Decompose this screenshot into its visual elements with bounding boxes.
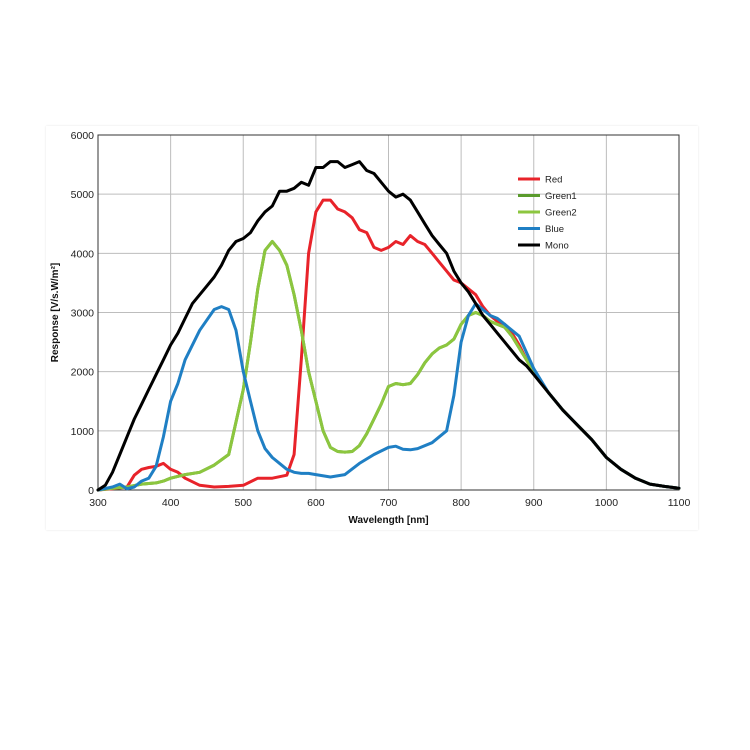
series-line-green2 — [96, 240, 681, 492]
legend-label-blue: Blue — [545, 224, 564, 235]
grid — [97, 134, 680, 491]
x-tick-label: 1100 — [668, 497, 691, 509]
y-tick-label: 0 — [88, 485, 94, 497]
x-tick-label: 600 — [307, 497, 325, 509]
y-tick-label: 5000 — [71, 189, 95, 201]
x-tick-label: 1000 — [595, 497, 619, 509]
series-line-mono — [96, 160, 681, 492]
legend: Red Green1 Green2 Blue Mono — [518, 175, 577, 252]
y-axis-title: Response [V/s.W/m²] — [50, 263, 61, 362]
series-line-blue — [96, 302, 681, 492]
y-tick-label: 1000 — [71, 426, 95, 438]
y-tick-label: 4000 — [71, 248, 95, 260]
x-axis-title: Wavelength [nm] — [348, 515, 428, 526]
chart-frame: 300 400 500 600 700 800 900 1000 1100 0 1000 2000 30… — [46, 126, 698, 530]
y-tick-label: 2000 — [71, 367, 95, 379]
response-chart: 300 400 500 600 700 800 900 1000 1100 0 1000 2000 30… — [50, 130, 691, 526]
tick-labels: 300 400 500 600 700 800 900 1000 1100 0 1000 2000 30… — [71, 130, 691, 509]
x-tick-label: 800 — [452, 497, 470, 509]
legend-label-red: Red — [545, 175, 562, 186]
legend-label-green1: Green1 — [545, 191, 577, 202]
x-tick-label: 400 — [162, 497, 180, 509]
x-tick-label: 500 — [234, 497, 252, 509]
series-lines — [96, 160, 681, 492]
legend-label-mono: Mono — [545, 241, 569, 252]
x-tick-label: 900 — [525, 497, 543, 509]
plot-border — [97, 134, 680, 491]
y-tick-label: 6000 — [71, 130, 95, 142]
x-tick-label: 300 — [89, 497, 107, 509]
y-tick-label: 3000 — [71, 308, 95, 320]
legend-label-green2: Green2 — [545, 208, 577, 219]
x-tick-label: 700 — [380, 497, 398, 509]
